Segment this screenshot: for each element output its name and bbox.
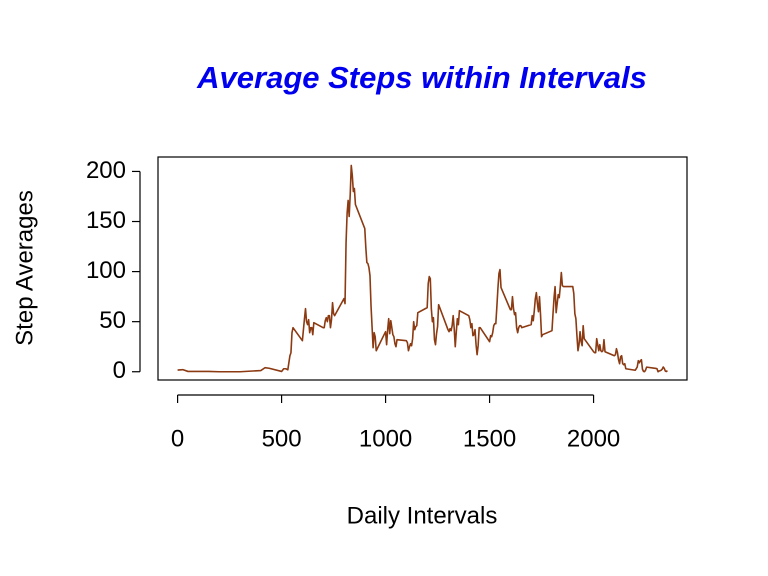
data-line xyxy=(177,164,668,373)
axes: 0 500 1000 1500 2000 0 50 100 150 200 xyxy=(86,157,620,453)
y-tick-label: 150 xyxy=(86,207,126,234)
y-tick-label: 200 xyxy=(86,157,126,184)
x-tick-label: 1000 xyxy=(359,425,412,452)
y-tick-label: 50 xyxy=(99,307,126,334)
x-tick-label: 1500 xyxy=(463,425,516,452)
x-axis-label: Daily Intervals xyxy=(347,502,498,529)
y-tick-label: 0 xyxy=(113,357,126,384)
x-tick-label: 0 xyxy=(171,425,184,452)
chart-title: Average Steps within Intervals xyxy=(196,60,647,95)
plot-frame xyxy=(157,156,688,381)
x-tick-label: 500 xyxy=(262,425,302,452)
y-tick-label: 100 xyxy=(86,257,126,284)
plot-area xyxy=(177,164,668,373)
x-tick-label: 2000 xyxy=(567,425,620,452)
y-axis-label: Step Averages xyxy=(11,190,38,346)
